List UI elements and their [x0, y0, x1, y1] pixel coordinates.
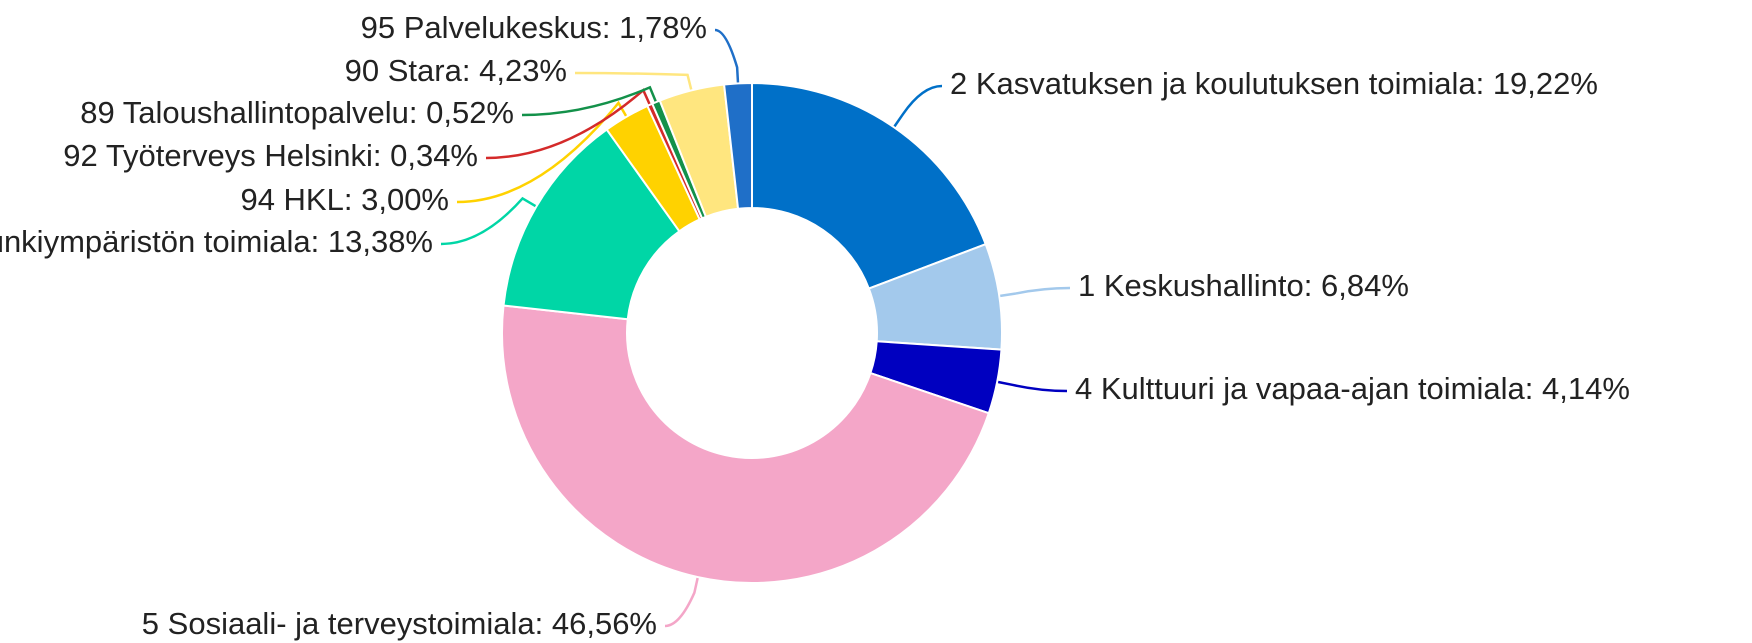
label-value: 46,56% [552, 606, 657, 641]
slice-label: 3 Kaupunkiympäristön toimiala: 13,38% [0, 224, 433, 259]
label-value: 0,52% [426, 95, 514, 130]
slice-label: 90 Stara: 4,23% [345, 53, 567, 88]
leader-line [456, 100, 628, 204]
slice-label: 95 Palvelukeskus: 1,78% [361, 10, 707, 45]
label-name: 94 HKL [240, 182, 343, 217]
label-value: 3,00% [361, 182, 449, 217]
label-name: 5 Sosiaali- ja terveystoimiala [142, 606, 536, 641]
slice-label: 92 Työterveys Helsinki: 0,34% [63, 138, 478, 173]
slice [501, 304, 991, 584]
slice-label: 5 Sosiaali- ja terveystoimiala: 46,56% [142, 606, 657, 641]
slice-label: 89 Taloushallintopalvelu: 0,52% [80, 95, 514, 130]
leader-line [893, 84, 943, 128]
slice-label: 94 HKL: 3,00% [240, 182, 449, 217]
leader-line [997, 380, 1068, 393]
label-name: 92 Työterveys Helsinki [63, 138, 373, 173]
label-name: 3 Kaupunkiympäristön toimiala [0, 224, 311, 259]
slice [751, 81, 987, 290]
label-value: 19,22% [1493, 66, 1598, 101]
label-value: 13,38% [328, 224, 433, 259]
label-value: 0,34% [390, 138, 478, 173]
leader-line [574, 71, 693, 90]
label-name: 90 Stara [345, 53, 463, 88]
label-value: 4,23% [479, 53, 567, 88]
label-value: 4,14% [1542, 371, 1630, 406]
label-name: 95 Palvelukeskus [361, 10, 602, 45]
label-value: 6,84% [1321, 268, 1409, 303]
leader-line [664, 577, 699, 628]
leader-line [521, 85, 657, 117]
leader-line [485, 88, 651, 160]
label-name: 1 Keskushallinto [1078, 268, 1304, 303]
slice-label: 1 Keskushallinto: 6,84% [1078, 268, 1409, 303]
leader-line [440, 196, 537, 246]
label-name: 89 Taloushallintopalvelu [80, 95, 409, 130]
leader-line [1000, 286, 1071, 298]
slice-label: 4 Kulttuuri ja vapaa-ajan toimiala: 4,14… [1075, 371, 1630, 406]
leader-line [714, 28, 740, 83]
label-name: 4 Kulttuuri ja vapaa-ajan toimiala [1075, 371, 1526, 406]
label-value: 1,78% [619, 10, 707, 45]
slice [722, 81, 753, 210]
slice-label: 2 Kasvatuksen ja koulutuksen toimiala: 1… [950, 66, 1598, 101]
label-name: 2 Kasvatuksen ja koulutuksen toimiala [950, 66, 1476, 101]
